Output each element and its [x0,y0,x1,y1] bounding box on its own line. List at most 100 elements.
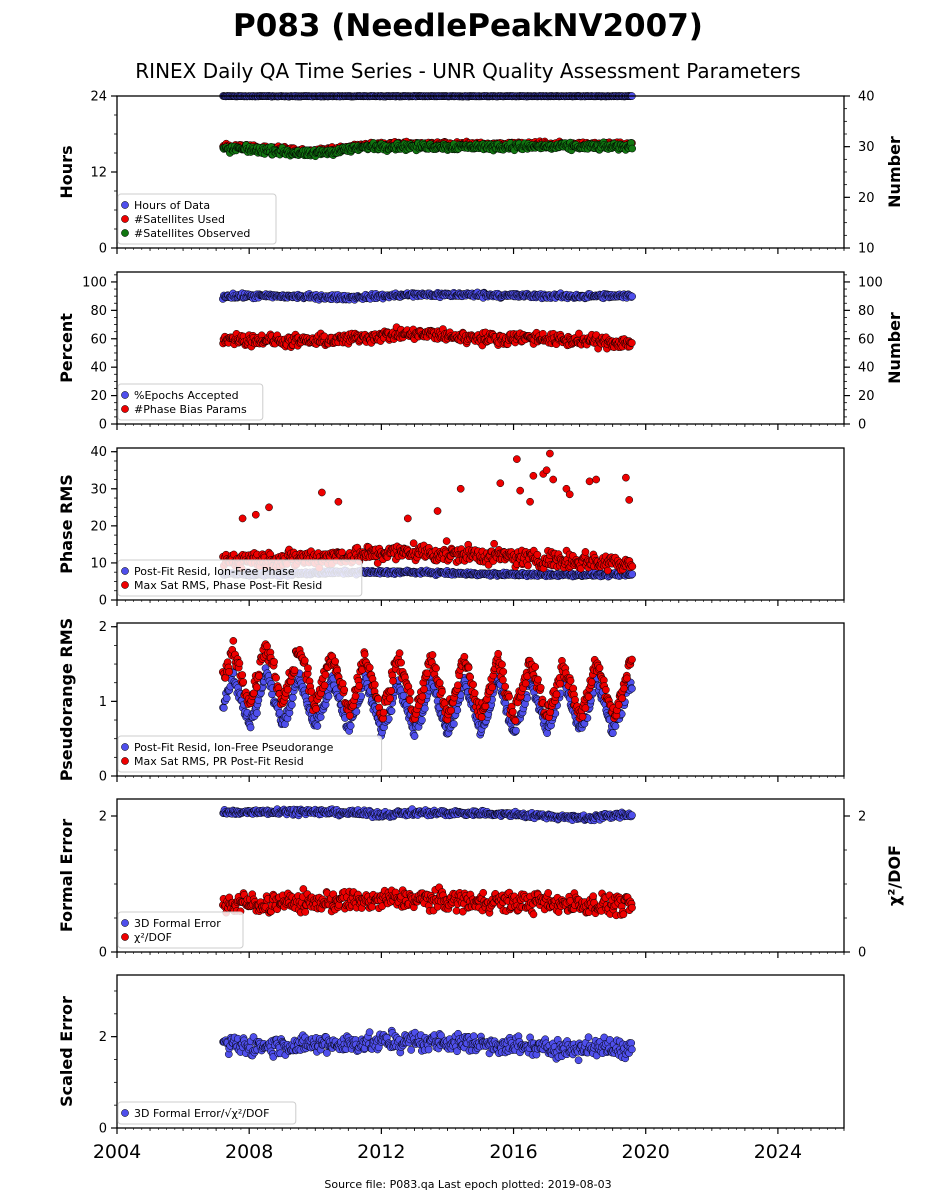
y-right-tick-label: 10 [858,242,875,257]
legend-marker [121,391,129,399]
legend-marker [121,229,129,237]
data-point [346,711,354,720]
y-right-axis-label: Number [885,136,904,208]
y-right-tick-label: 40 [858,90,875,105]
data-point [235,659,244,668]
data-point [628,292,636,301]
legend: %Epochs Accepted#Phase Bias Params [117,383,264,421]
data-point [290,666,299,675]
data-point [251,510,260,519]
panel-2: 020406080100Percent020406080100Number%Ep… [57,271,904,433]
data-point [428,651,437,659]
y-right-tick-label: 20 [858,389,875,404]
y-tick-label: 40 [90,361,107,376]
y-tick-label: 24 [90,90,107,105]
panel-data [218,637,636,740]
data-point [449,720,458,728]
data-point [283,685,292,694]
data-point [365,663,374,672]
data-point [442,537,451,545]
data-point [338,679,347,688]
data-point [338,548,346,557]
data-point [496,479,505,488]
y-right-tick-label: 30 [858,140,875,155]
data-point [585,477,594,486]
legend-label: Hours of Data [134,199,210,212]
data-point [219,704,228,712]
data-point [355,682,364,690]
series-outliers [238,449,634,523]
y-right-tick-label: 20 [858,191,875,206]
data-point [397,658,405,667]
data-point [420,685,428,694]
data-point [603,566,612,575]
y-right-tick-label: 60 [858,332,875,347]
data-point [238,514,247,523]
data-point [370,680,379,689]
data-point [300,656,309,665]
legend-marker [121,215,129,223]
data-point [379,708,388,717]
data-point [246,723,255,732]
data-point [524,561,532,570]
data-point [628,684,636,693]
y-tick-label: 0 [99,418,107,433]
data-point [438,687,446,696]
data-point [418,692,427,701]
data-point [432,664,440,673]
data-point [406,688,415,697]
y-right-tick-label: 40 [858,361,875,376]
data-point [289,693,297,702]
data-point [272,673,280,682]
figure-title: P083 (NeedlePeakNV2007) [233,8,703,44]
data-point [238,671,247,679]
data-point [456,484,465,493]
data-point [222,694,231,703]
y-tick-label: 0 [99,594,107,609]
series--satellites-observed [219,138,637,161]
series--phase-bias-params [219,323,636,353]
data-point [592,475,601,484]
data-point [418,716,426,724]
data-point [628,562,637,571]
data-point [324,692,333,701]
y-tick-label: 10 [90,556,107,571]
data-point [389,677,397,685]
data-point [627,339,636,347]
data-point [313,722,322,730]
y-tick-label: 100 [82,275,107,290]
data-point [516,486,525,495]
data-point [229,637,238,645]
series--epochs-accepted [219,288,636,304]
data-point [374,694,383,703]
data-point [409,539,418,548]
data-point [265,503,273,512]
data-point [406,696,414,705]
data-point [512,726,520,735]
y-tick-label: 0 [99,242,107,257]
y-tick-label: 20 [90,519,107,534]
legend-label: Max Sat RMS, Phase Post-Fit Resid [134,579,322,592]
data-point [252,683,261,692]
legend-marker [121,581,129,589]
legend-box [117,193,277,245]
data-point [433,507,442,515]
legend-marker [121,405,129,413]
data-point [334,497,343,506]
y-axis-label: Hours [57,145,76,198]
data-point [287,701,296,709]
y-tick-label: 80 [90,304,107,319]
data-point [628,570,637,579]
data-point [318,488,326,497]
legend-label: Post-Fit Resid, Ion-Free Phase [134,565,295,578]
data-point [622,473,630,482]
data-point [403,514,412,523]
data-point [565,490,574,499]
y-tick-label: 30 [90,482,107,497]
data-point [575,329,583,338]
y-right-tick-label: 80 [858,304,875,319]
